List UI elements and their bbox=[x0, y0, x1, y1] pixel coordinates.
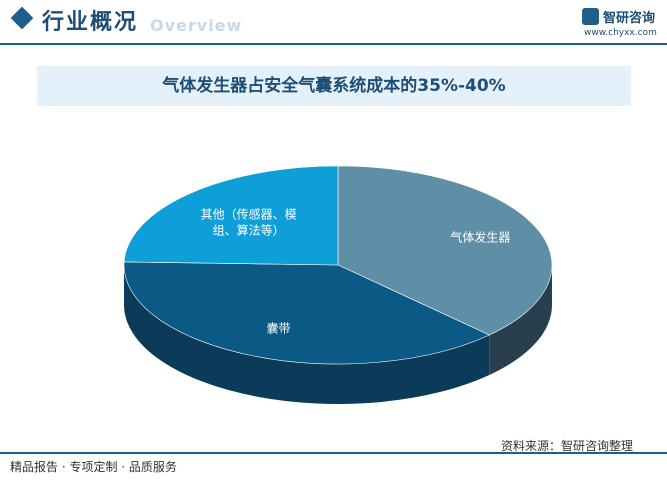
pie-sides bbox=[123, 265, 552, 404]
brand-url: www.chyxx.com bbox=[584, 28, 657, 38]
footer-tagline: 精品报告 · 专项定制 · 品质服务 bbox=[10, 460, 177, 474]
header-divider bbox=[0, 43, 667, 45]
pie-label-1: 囊带 bbox=[266, 320, 290, 335]
brand-name: 智研咨询 bbox=[603, 11, 656, 26]
chart-title: 气体发生器占安全气囊系统成本的35%-40% bbox=[162, 76, 506, 96]
source-note: 资料来源：智研咨询整理 bbox=[501, 439, 634, 453]
chart-title-band: 气体发生器占安全气囊系统成本的35%-40% bbox=[37, 66, 631, 106]
diamond-icon bbox=[10, 6, 34, 30]
pie-side-1 bbox=[123, 265, 490, 404]
brand-logo-icon bbox=[582, 8, 599, 25]
pie-slice-0 bbox=[337, 165, 553, 336]
section-watermark: Overview bbox=[150, 16, 243, 35]
pie-label-2: 其他（传感器、模组、算法等） bbox=[201, 206, 297, 237]
pie-tops bbox=[123, 165, 553, 365]
page-header: 行业概况 Overview 智研咨询 www.chyxx.com bbox=[0, 0, 667, 46]
footer-divider bbox=[0, 452, 667, 454]
pie-slice-2 bbox=[123, 165, 339, 266]
section-title: 行业概况 bbox=[42, 10, 139, 35]
pie-slice-1 bbox=[123, 261, 491, 365]
pie-label-0: 气体发生器 bbox=[450, 229, 510, 244]
brand-logo: 智研咨询 www.chyxx.com bbox=[582, 8, 662, 42]
pie-side-0 bbox=[489, 265, 552, 376]
